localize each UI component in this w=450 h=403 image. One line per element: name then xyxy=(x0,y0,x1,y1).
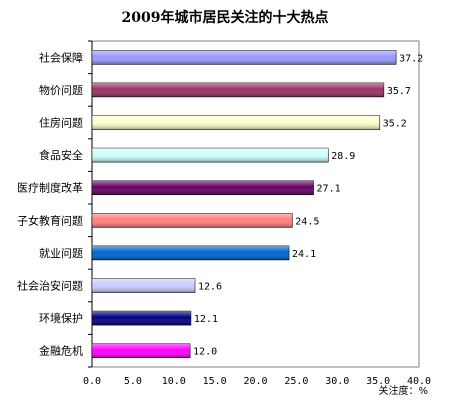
category-label: 子女教育问题 xyxy=(17,213,83,227)
value-label: 35.7 xyxy=(387,86,411,97)
category-labels: 社会保障物价问题住房问题食品安全医疗制度改革子女教育问题就业问题社会治安问题环境… xyxy=(17,50,83,357)
bar-shading xyxy=(92,82,384,97)
bar-shading xyxy=(92,148,329,163)
value-label: 12.1 xyxy=(194,314,218,325)
x-tick-label: 35.0 xyxy=(366,376,390,387)
value-label: 28.9 xyxy=(331,151,355,162)
category-label: 金融危机 xyxy=(39,344,83,358)
bars xyxy=(91,49,397,359)
category-label: 住房问题 xyxy=(39,116,83,130)
bar-shading xyxy=(92,343,191,358)
x-tick-label: 10.0 xyxy=(162,376,186,387)
value-label: 12.0 xyxy=(193,347,217,358)
bar-shading xyxy=(92,115,380,130)
x-tick-label: 0.0 xyxy=(83,376,101,387)
category-label: 社会治安问题 xyxy=(17,279,83,293)
bar-shading xyxy=(92,245,290,260)
bar-shading xyxy=(92,311,191,326)
value-label: 37.2 xyxy=(399,53,423,64)
bar-shading xyxy=(92,50,397,65)
category-label: 食品安全 xyxy=(39,148,83,162)
bar-shading xyxy=(92,278,196,293)
bar-shading xyxy=(92,180,314,195)
value-label: 27.1 xyxy=(317,184,341,195)
x-tick-label: 5.0 xyxy=(124,376,142,387)
category-label: 环境保护 xyxy=(39,311,83,325)
category-label: 就业问题 xyxy=(39,246,83,260)
value-label: 12.6 xyxy=(198,282,222,293)
value-label: 24.1 xyxy=(292,249,316,260)
x-tick-label: 20.0 xyxy=(243,376,267,387)
x-axis-ticks: 0.0 5.0 10.0 15.0 20.0 25.0 30.0 35.0 40.0 xyxy=(83,376,431,387)
category-label: 医疗制度改革 xyxy=(17,181,83,195)
x-tick-label: 15.0 xyxy=(203,376,227,387)
category-label: 物价问题 xyxy=(39,83,83,97)
bar-shading xyxy=(92,213,293,228)
value-label: 35.2 xyxy=(383,119,407,130)
category-label: 社会保障 xyxy=(39,50,83,64)
x-tick-label: 40.0 xyxy=(407,376,431,387)
x-tick-label: 25.0 xyxy=(284,376,308,387)
x-tick-label: 30.0 xyxy=(325,376,349,387)
x-axis-label: 关注度：% xyxy=(378,384,428,397)
chart-title: 2009年城市居民关注的十大热点 xyxy=(122,9,329,26)
value-label: 24.5 xyxy=(295,216,319,227)
value-labels: 37.2 35.7 35.2 28.9 27.1 24.5 24.1 12.6 12.1 12.0 xyxy=(193,53,423,357)
